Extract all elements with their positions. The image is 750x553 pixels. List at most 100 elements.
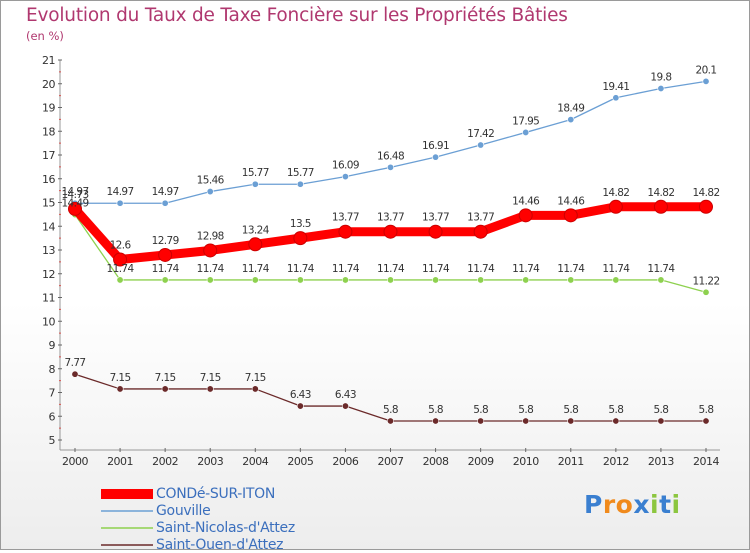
data-point (432, 153, 440, 161)
data-point (383, 224, 398, 239)
y-tick-label: 15 (42, 197, 55, 210)
data-point (116, 276, 124, 284)
y-tick-label: 5 (49, 434, 56, 447)
logo-letter: P (584, 490, 603, 519)
y-tick-label: 14 (42, 220, 55, 233)
data-point (518, 208, 533, 223)
data-label: 11.74 (422, 263, 450, 275)
data-label: 14.46 (557, 195, 585, 207)
data-point (612, 94, 620, 102)
data-point (563, 208, 578, 223)
data-label: 15.46 (197, 175, 225, 187)
data-label: 11.74 (602, 263, 630, 275)
x-tick-label: 2006 (332, 455, 358, 468)
legend-label-conde: CONDé-SUR-ITON (156, 485, 276, 502)
logo-letter: x (633, 490, 650, 519)
chart-legend: CONDé-SUR-ITON Gouville Saint-Nicolas-d'… (101, 485, 295, 553)
data-label: 11.74 (197, 263, 225, 275)
data-point (296, 180, 304, 188)
data-label: 11.22 (692, 275, 719, 287)
legend-label-saint-nicolas: Saint-Nicolas-d'Attez (156, 519, 295, 536)
x-tick-label: 2011 (558, 455, 584, 468)
data-point (699, 199, 713, 214)
data-point (206, 188, 214, 196)
data-label: 13.77 (422, 212, 449, 224)
y-tick-label: 6 (49, 410, 56, 423)
data-point (657, 276, 665, 284)
data-label: 18.49 (557, 103, 584, 115)
data-label: 11.74 (332, 263, 360, 275)
data-label: 13.77 (332, 212, 359, 224)
y-tick-label: 19 (42, 102, 55, 115)
data-point (206, 276, 214, 284)
data-point (341, 402, 349, 410)
data-point (251, 276, 259, 284)
data-label: 12.6 (110, 240, 132, 252)
data-point (653, 199, 668, 214)
x-tick-label: 2001 (107, 455, 133, 468)
y-tick-label: 9 (49, 339, 56, 352)
data-point (293, 231, 308, 246)
data-label: 5.8 (518, 404, 533, 416)
data-label: 19.41 (602, 81, 629, 93)
legend-item-saint-nicolas[interactable]: Saint-Nicolas-d'Attez (101, 519, 295, 536)
data-label: 11.74 (287, 263, 315, 275)
legend-item-saint-ouen[interactable]: Saint-Ouen-d'Attez (101, 536, 295, 553)
data-label: 11.74 (107, 263, 135, 275)
data-label: 11.74 (647, 263, 675, 275)
data-point (158, 247, 173, 262)
data-point (477, 417, 485, 425)
data-label: 13.5 (290, 218, 311, 230)
data-point (522, 276, 530, 284)
data-label: 14.46 (512, 195, 540, 207)
legend-swatch-saint-nicolas (101, 527, 153, 529)
y-tick-label: 20 (42, 78, 55, 91)
y-tick-label: 16 (42, 173, 55, 186)
data-point (567, 417, 575, 425)
data-label: 17.42 (467, 128, 494, 140)
data-label: 16.48 (377, 150, 404, 162)
data-label: 5.8 (428, 404, 443, 416)
x-tick-label: 2009 (468, 455, 494, 468)
data-point (251, 385, 259, 393)
data-point (386, 417, 394, 425)
data-label: 14.97 (152, 186, 179, 198)
data-point (116, 385, 124, 393)
data-point (432, 276, 440, 284)
logo-letter: o (615, 490, 634, 519)
data-point (432, 417, 440, 425)
x-tick-label: 2003 (197, 455, 223, 468)
legend-swatch-conde (101, 489, 153, 499)
data-point (702, 288, 710, 296)
data-label: 11.74 (557, 263, 585, 275)
data-label: 14.82 (647, 187, 674, 199)
data-label: 7.15 (110, 372, 131, 384)
legend-item-conde[interactable]: CONDé-SUR-ITON (101, 485, 295, 502)
data-point (477, 276, 485, 284)
y-tick-label: 18 (42, 125, 55, 138)
data-label: 5.8 (608, 404, 623, 416)
y-tick-label: 13 (42, 244, 55, 257)
data-point (428, 224, 443, 239)
data-label: 7.15 (200, 372, 221, 384)
data-label: 13.77 (467, 212, 494, 224)
x-tick-label: 2005 (287, 455, 313, 468)
x-tick-label: 2008 (423, 455, 449, 468)
x-tick-label: 2012 (603, 455, 629, 468)
data-label: 5.8 (653, 404, 668, 416)
x-tick-label: 2002 (152, 455, 178, 468)
y-tick-label: 11 (42, 292, 55, 305)
data-label: 14.49 (61, 198, 88, 210)
data-label: 7.15 (155, 372, 176, 384)
chart-title: Evolution du Taux de Taxe Foncière sur l… (26, 5, 568, 26)
series-line-1 (74, 80, 707, 204)
legend-item-gouville[interactable]: Gouville (101, 502, 295, 519)
data-point (296, 402, 304, 410)
proxiti-logo: Proxiti (584, 490, 681, 519)
data-label: 7.77 (65, 357, 86, 369)
data-label: 6.43 (290, 389, 311, 401)
data-point (161, 276, 169, 284)
data-label: 20.1 (696, 64, 717, 76)
